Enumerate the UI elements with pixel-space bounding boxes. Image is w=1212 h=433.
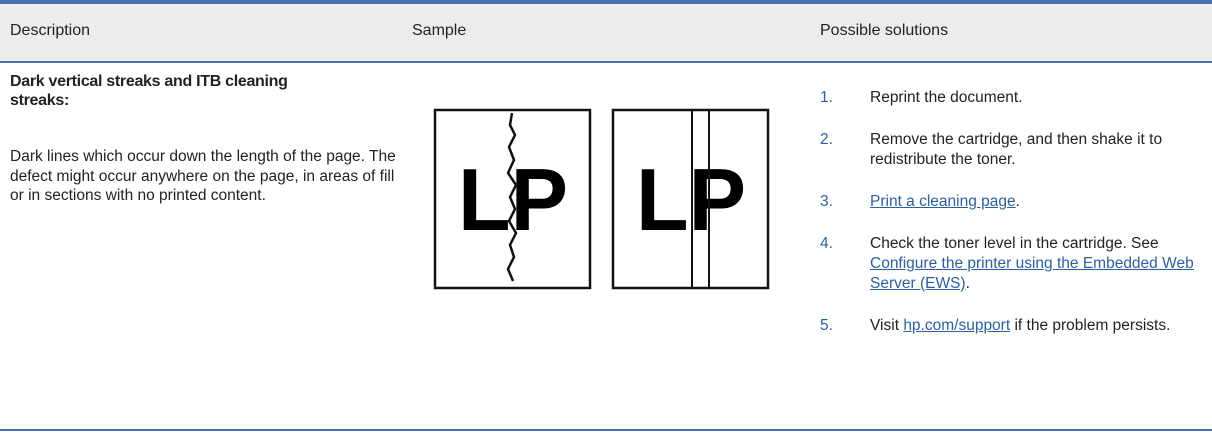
text: Check the toner level in the cartridge. … [870,235,1159,252]
solution-item: 4. Check the toner level in the cartridge… [820,234,1205,294]
text: Visit [870,317,904,334]
text: . [965,275,970,292]
text: Remove the cartridge, and then shake it … [870,131,1163,168]
bottom-rule [0,429,1212,431]
text: Reprint the document. [870,89,1023,106]
link[interactable]: hp.com/support [903,317,1011,334]
solution-number: 1. [820,89,833,106]
defect-title: Dark vertical streaks and ITB cleaning s… [10,73,288,109]
link[interactable]: Print a cleaning page [870,193,1016,210]
text: . [1015,193,1020,210]
link[interactable]: Configure the printer using the Embedded… [870,255,1194,292]
solution-text: Check the toner level in the cartridge. … [870,234,1205,294]
top-rule [0,0,1212,4]
solution-text: Remove the cartridge, and then shake it … [870,130,1205,170]
header-cell: Description [10,22,91,39]
solution-text: Reprint the document. [870,88,1205,108]
solution-text: Visit hp.com/support if the problem pers… [870,316,1205,336]
header-cell: Possible solutions [820,22,949,39]
solution-item: 1. Reprint the document. [820,88,1205,108]
solution-number: 2. [820,131,833,148]
sample-text: LP [458,150,568,249]
solution-text: Print a cleaning page. [870,192,1205,212]
sample-images: LP LP [433,108,770,290]
solution-number: 4. [820,235,833,252]
defect-description: Dark lines which occur down the length o… [10,148,396,204]
solution-item: 2. Remove the cartridge, and then shake i… [820,130,1205,170]
solution-number: 3. [820,193,833,210]
solution-item: 5. Visit hp.com/support if the problem pe… [820,316,1205,336]
solutions-list: 1. Reprint the document. 2. Remove the cart… [820,88,1205,358]
solution-number: 5. [820,317,833,334]
solution-item: 3. Print a cleaning page. [820,192,1205,212]
header-rule [0,61,1212,63]
header-row [0,4,1212,61]
header-cell: Sample [412,22,467,39]
text: if the problem persists. [1010,317,1171,334]
